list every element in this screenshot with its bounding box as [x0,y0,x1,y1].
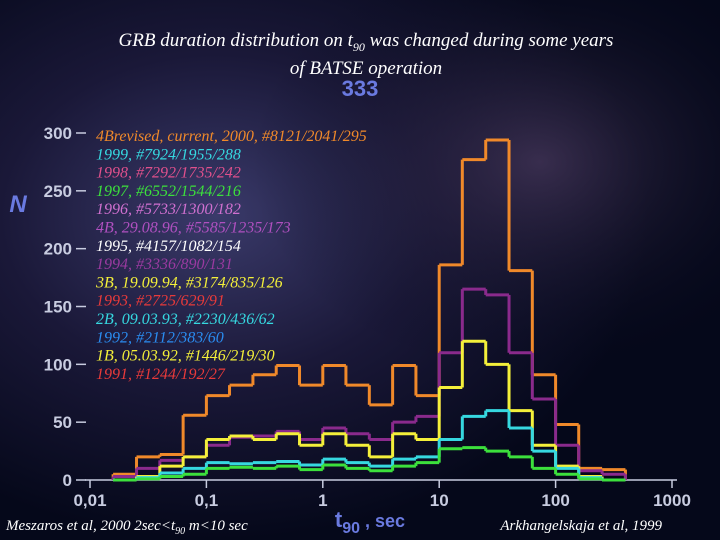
annotation: 333 [342,76,379,101]
legend-entry: 1996, #5733/1300/182 [96,201,241,218]
x-tick-label: 100 [541,491,569,510]
x-tick-label: 0,1 [195,491,219,510]
x-tick-label: 10 [430,491,449,510]
title-part: was changed during some years [365,30,614,51]
legend-entry: 4B, 29.08.96, #5585/1235/173 [96,220,291,237]
x-tick-label: 1000 [653,491,691,510]
x-tick-label: 0,01 [73,491,106,510]
legend-entry: 1993, #2725/629/91 [96,293,225,310]
legend-entry: 1997, #6552/1544/216 [96,183,241,200]
y-tick-label: 0 [63,471,72,490]
legend-entry: 4Brevised, current, 2000, #8121/2041/295 [96,128,367,145]
chart-title-line2: of BATSE operation [290,58,442,79]
footer-left: Meszaros et al, 2000 2sec<t90 m<10 sec [5,518,248,537]
y-tick-label: 250 [44,182,72,201]
legend-entry: 1991, #1244/192/27 [96,366,226,383]
y-tick-label: 300 [44,124,72,143]
x-label-part: t [335,507,343,532]
title-part: GRB duration distribution on t [119,30,354,51]
chart-title: GRB duration distribution on t90 was cha… [119,30,614,54]
legend-entry: 1995, #4157/1082/154 [96,238,241,255]
x-label-part: , sec [360,511,405,531]
footer-part: Meszaros et al, 2000 2sec<t [5,518,176,534]
y-axis-label: N [9,191,27,218]
y-tick-label: 150 [44,298,72,317]
legend-entry: 3B, 19.09.94, #3174/835/126 [95,274,283,291]
legend-entry: 1992, #2112/383/60 [96,329,224,346]
legend-entry: 1998, #7292/1735/242 [96,165,241,182]
x-axis-label: t90 , sec [335,507,405,537]
legend-entry: 1999, #7924/1955/288 [96,146,241,163]
legend-entry: 1B, 05.03.92, #1446/219/30 [96,348,275,365]
x-label-subscript: 90 [342,520,360,537]
footer-right: Arkhangelskaja et al, 1999 [499,518,662,534]
legend-entry: 1994, #3336/890/131 [96,256,233,273]
y-tick-label: 100 [44,355,72,374]
y-tick-label: 200 [44,240,72,259]
title-subscript: 90 [353,40,365,54]
footer-part: m<10 sec [185,518,248,534]
x-tick-label: 1 [318,491,327,510]
footer-subscript: 90 [175,526,185,537]
y-tick-label: 50 [53,413,72,432]
legend-entry: 2B, 09.03.93, #2230/436/62 [96,311,275,328]
